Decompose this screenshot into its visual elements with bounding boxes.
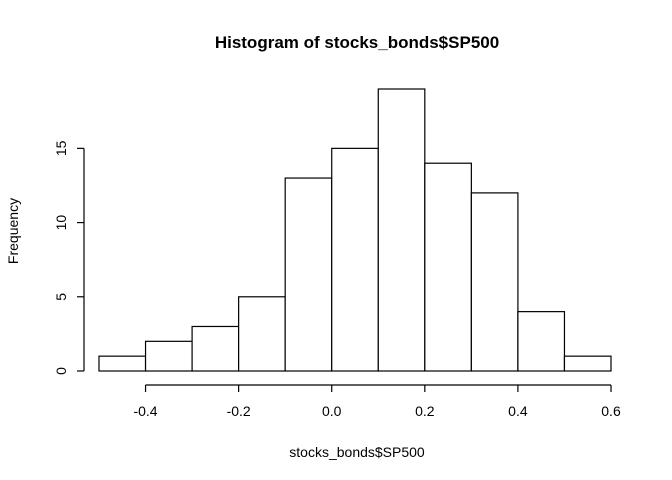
y-axis-label: Frequency	[5, 198, 21, 264]
chart-title: Histogram of stocks_bonds$SP500	[215, 33, 499, 52]
x-axis: -0.4 -0.2 0.0 0.2 0.4 0.6	[133, 384, 621, 419]
histogram-bar	[98, 355, 147, 372]
x-tick-label: 0.4	[508, 403, 528, 419]
histogram-bar	[424, 162, 472, 372]
histogram-bar	[144, 340, 193, 372]
histogram-bar	[191, 325, 240, 372]
x-tick-label: -0.2	[227, 403, 251, 419]
y-tick-label: 0	[53, 367, 69, 375]
histogram-bar	[238, 296, 286, 372]
bars-group	[98, 88, 612, 372]
y-tick-label: 10	[53, 215, 69, 231]
histogram-bar	[470, 192, 519, 372]
histogram-bar	[563, 355, 612, 372]
x-tick-label: 0.0	[322, 403, 342, 419]
histogram-bar	[517, 311, 566, 372]
x-tick-label: 0.6	[601, 403, 621, 419]
histogram-bar	[377, 88, 426, 372]
y-axis: 0 5 10 15	[53, 140, 85, 375]
y-tick-label: 15	[53, 140, 69, 156]
y-tick-label: 5	[53, 293, 69, 301]
x-axis-label: stocks_bonds$SP500	[289, 444, 425, 460]
x-tick-label: -0.4	[133, 403, 157, 419]
histogram-bar	[331, 147, 379, 372]
histogram-bar	[284, 177, 333, 372]
x-tick-label: 0.2	[415, 403, 435, 419]
